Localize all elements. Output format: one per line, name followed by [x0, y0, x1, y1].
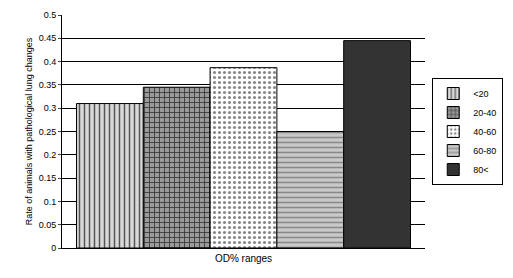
svg-text:0.15: 0.15 [39, 173, 57, 183]
svg-text:0.4: 0.4 [44, 57, 57, 67]
svg-text:0.25: 0.25 [39, 127, 57, 137]
svg-text:0.1: 0.1 [44, 197, 57, 207]
svg-text:0.3: 0.3 [44, 103, 57, 113]
svg-text:Rate of animals with pathologi: Rate of animals with pathological lung c… [24, 37, 34, 225]
svg-text:0.05: 0.05 [39, 220, 57, 230]
svg-text:80<: 80< [473, 165, 488, 175]
svg-text:0.2: 0.2 [44, 150, 57, 160]
svg-text:<20: <20 [473, 89, 488, 99]
svg-text:0.35: 0.35 [39, 80, 57, 90]
svg-text:OD% ranges: OD% ranges [215, 253, 272, 264]
svg-text:60-80: 60-80 [473, 146, 496, 156]
svg-text:0: 0 [51, 243, 56, 253]
svg-text:0.5: 0.5 [44, 10, 57, 20]
svg-text:40-60: 40-60 [473, 127, 496, 137]
svg-text:0.45: 0.45 [39, 33, 57, 43]
svg-text:20-40: 20-40 [473, 108, 496, 118]
